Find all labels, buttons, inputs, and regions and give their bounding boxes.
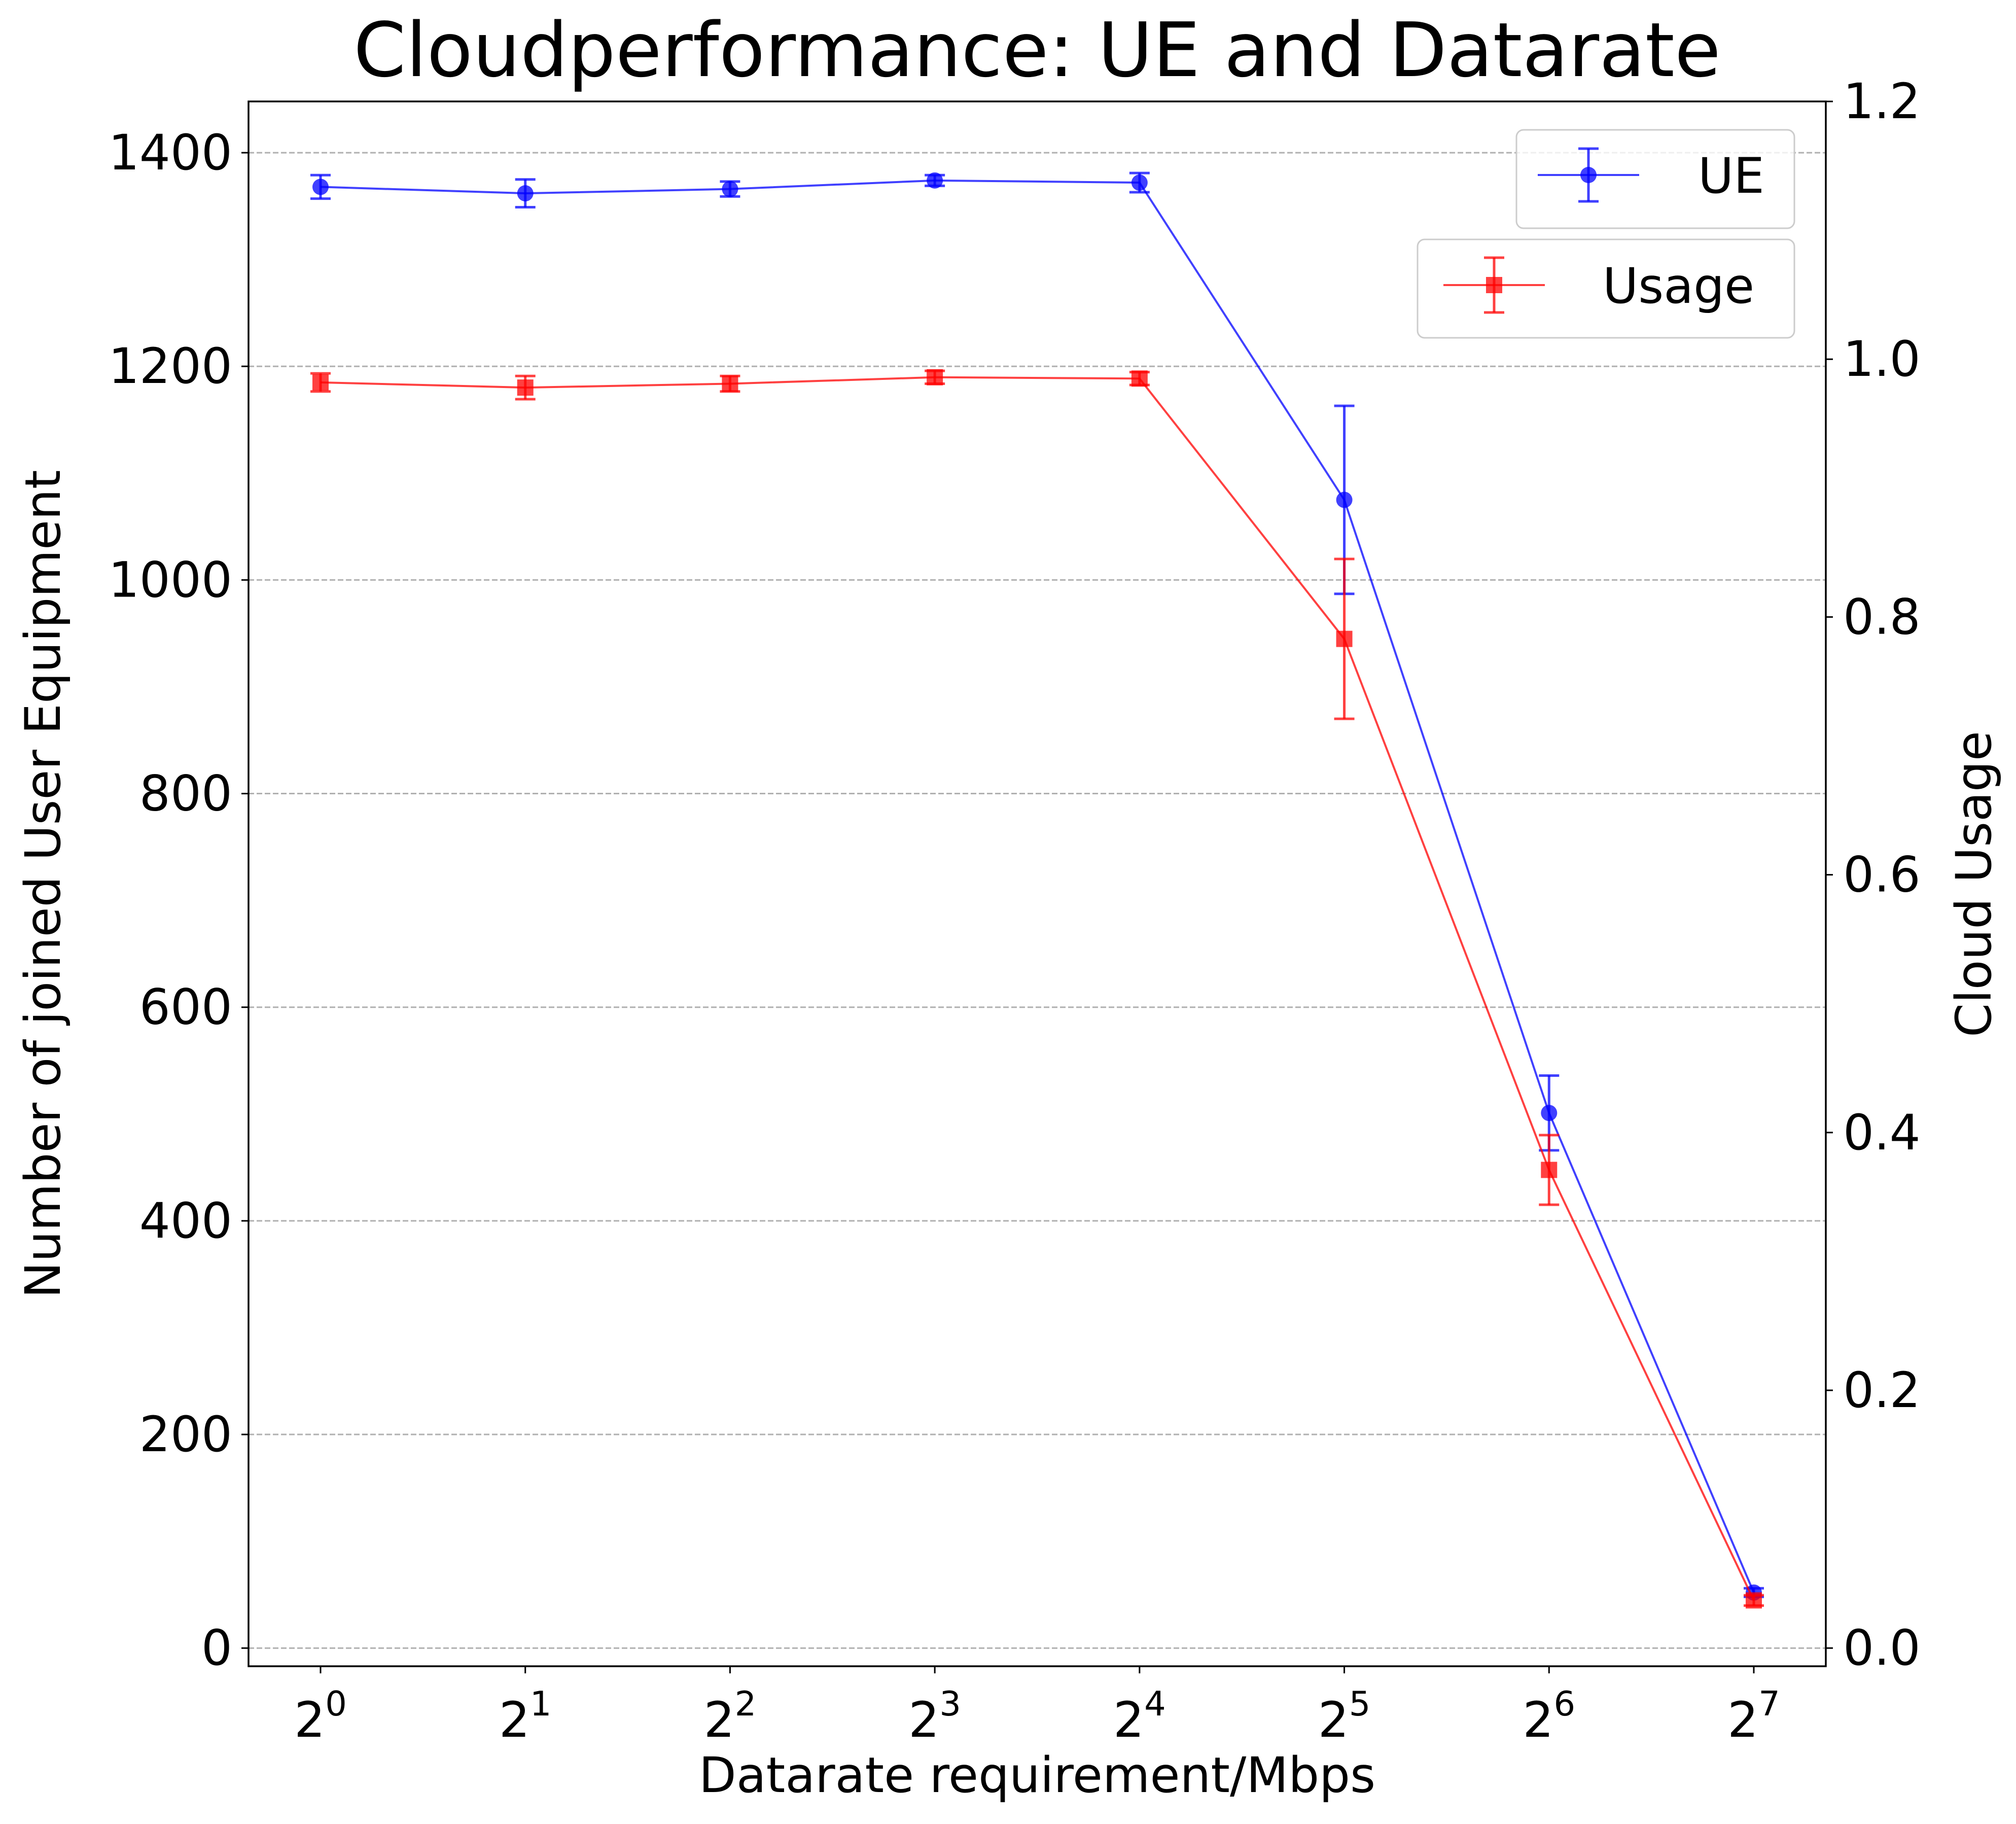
y-tick-label: 200 [139, 1406, 232, 1463]
chart-title: Cloudperformance: UE and Datarate [353, 7, 1721, 94]
legend-usage: Usage [1417, 238, 1795, 339]
x-axis: 20 21 22 23 24 25 26 27 [294, 1666, 1780, 1748]
x-tick-label: 20 [294, 1684, 347, 1748]
series-line-usage [320, 376, 1755, 1601]
x-tick-label: 21 [499, 1684, 552, 1748]
series-layer [310, 171, 1764, 1609]
legend-usage-box [1417, 238, 1795, 339]
x-tick-label: 22 [704, 1684, 757, 1748]
data-point [517, 185, 534, 202]
data-point [1336, 492, 1353, 508]
y2-tick-label: 0.6 [1843, 847, 1921, 903]
legend-ue-marker [1580, 167, 1597, 183]
legend-ue-label: UE [1698, 148, 1764, 204]
right-axis: 0.0 0.2 0.4 0.6 0.8 1.0 1.2 [1826, 73, 1921, 1676]
y-tick-label: 600 [139, 979, 232, 1036]
data-point [927, 172, 943, 189]
y2-tick-label: 0.0 [1843, 1620, 1921, 1676]
plot-area-frame [247, 100, 1827, 1667]
data-point [927, 369, 943, 385]
x-tick-label: 27 [1727, 1684, 1780, 1748]
left-axis: 0 200 400 600 800 1000 1200 1400 [109, 124, 249, 1676]
x-tick-label: 23 [908, 1684, 961, 1748]
y-tick-label: 1200 [109, 338, 232, 395]
x-tick-label: 25 [1318, 1684, 1371, 1748]
y2-tick-label: 0.2 [1843, 1362, 1921, 1419]
x-axis-label: Datarate requirement/Mbps [699, 1747, 1375, 1804]
legend-ue-box [1515, 129, 1795, 229]
data-point [722, 181, 738, 197]
y-tick-label: 0 [201, 1620, 232, 1676]
x-tick-label: 24 [1113, 1684, 1166, 1748]
data-point [1541, 1105, 1558, 1121]
data-point [1131, 370, 1148, 387]
y2-tick-label: 1.2 [1843, 73, 1921, 130]
data-point [312, 179, 329, 195]
y-tick-label: 400 [139, 1192, 232, 1249]
legend-usage-marker [1486, 277, 1502, 293]
data-point [1336, 630, 1353, 647]
y2-tick-label: 1.0 [1843, 331, 1921, 388]
y2-tick-label: 0.8 [1843, 588, 1921, 645]
y2-axis-label: Cloud Usage [1946, 731, 2002, 1037]
data-point [1541, 1162, 1558, 1178]
legend-usage-label: Usage [1603, 258, 1754, 314]
gridlines [249, 152, 1826, 1649]
data-point [1746, 1592, 1762, 1609]
series-line-ue [320, 179, 1755, 1593]
y-axis-label: Number of joined User Equipment [15, 470, 72, 1298]
y-tick-label: 1400 [109, 124, 232, 181]
data-point [312, 374, 329, 391]
legend-ue: UE [1515, 129, 1795, 229]
y-tick-label: 1000 [109, 551, 232, 608]
x-tick-label: 26 [1523, 1684, 1575, 1748]
data-point [517, 379, 534, 396]
data-point [722, 375, 738, 392]
y2-tick-label: 0.4 [1843, 1104, 1921, 1161]
y-tick-label: 800 [139, 765, 232, 822]
data-point [1131, 174, 1148, 191]
series-usage [310, 369, 1764, 1609]
